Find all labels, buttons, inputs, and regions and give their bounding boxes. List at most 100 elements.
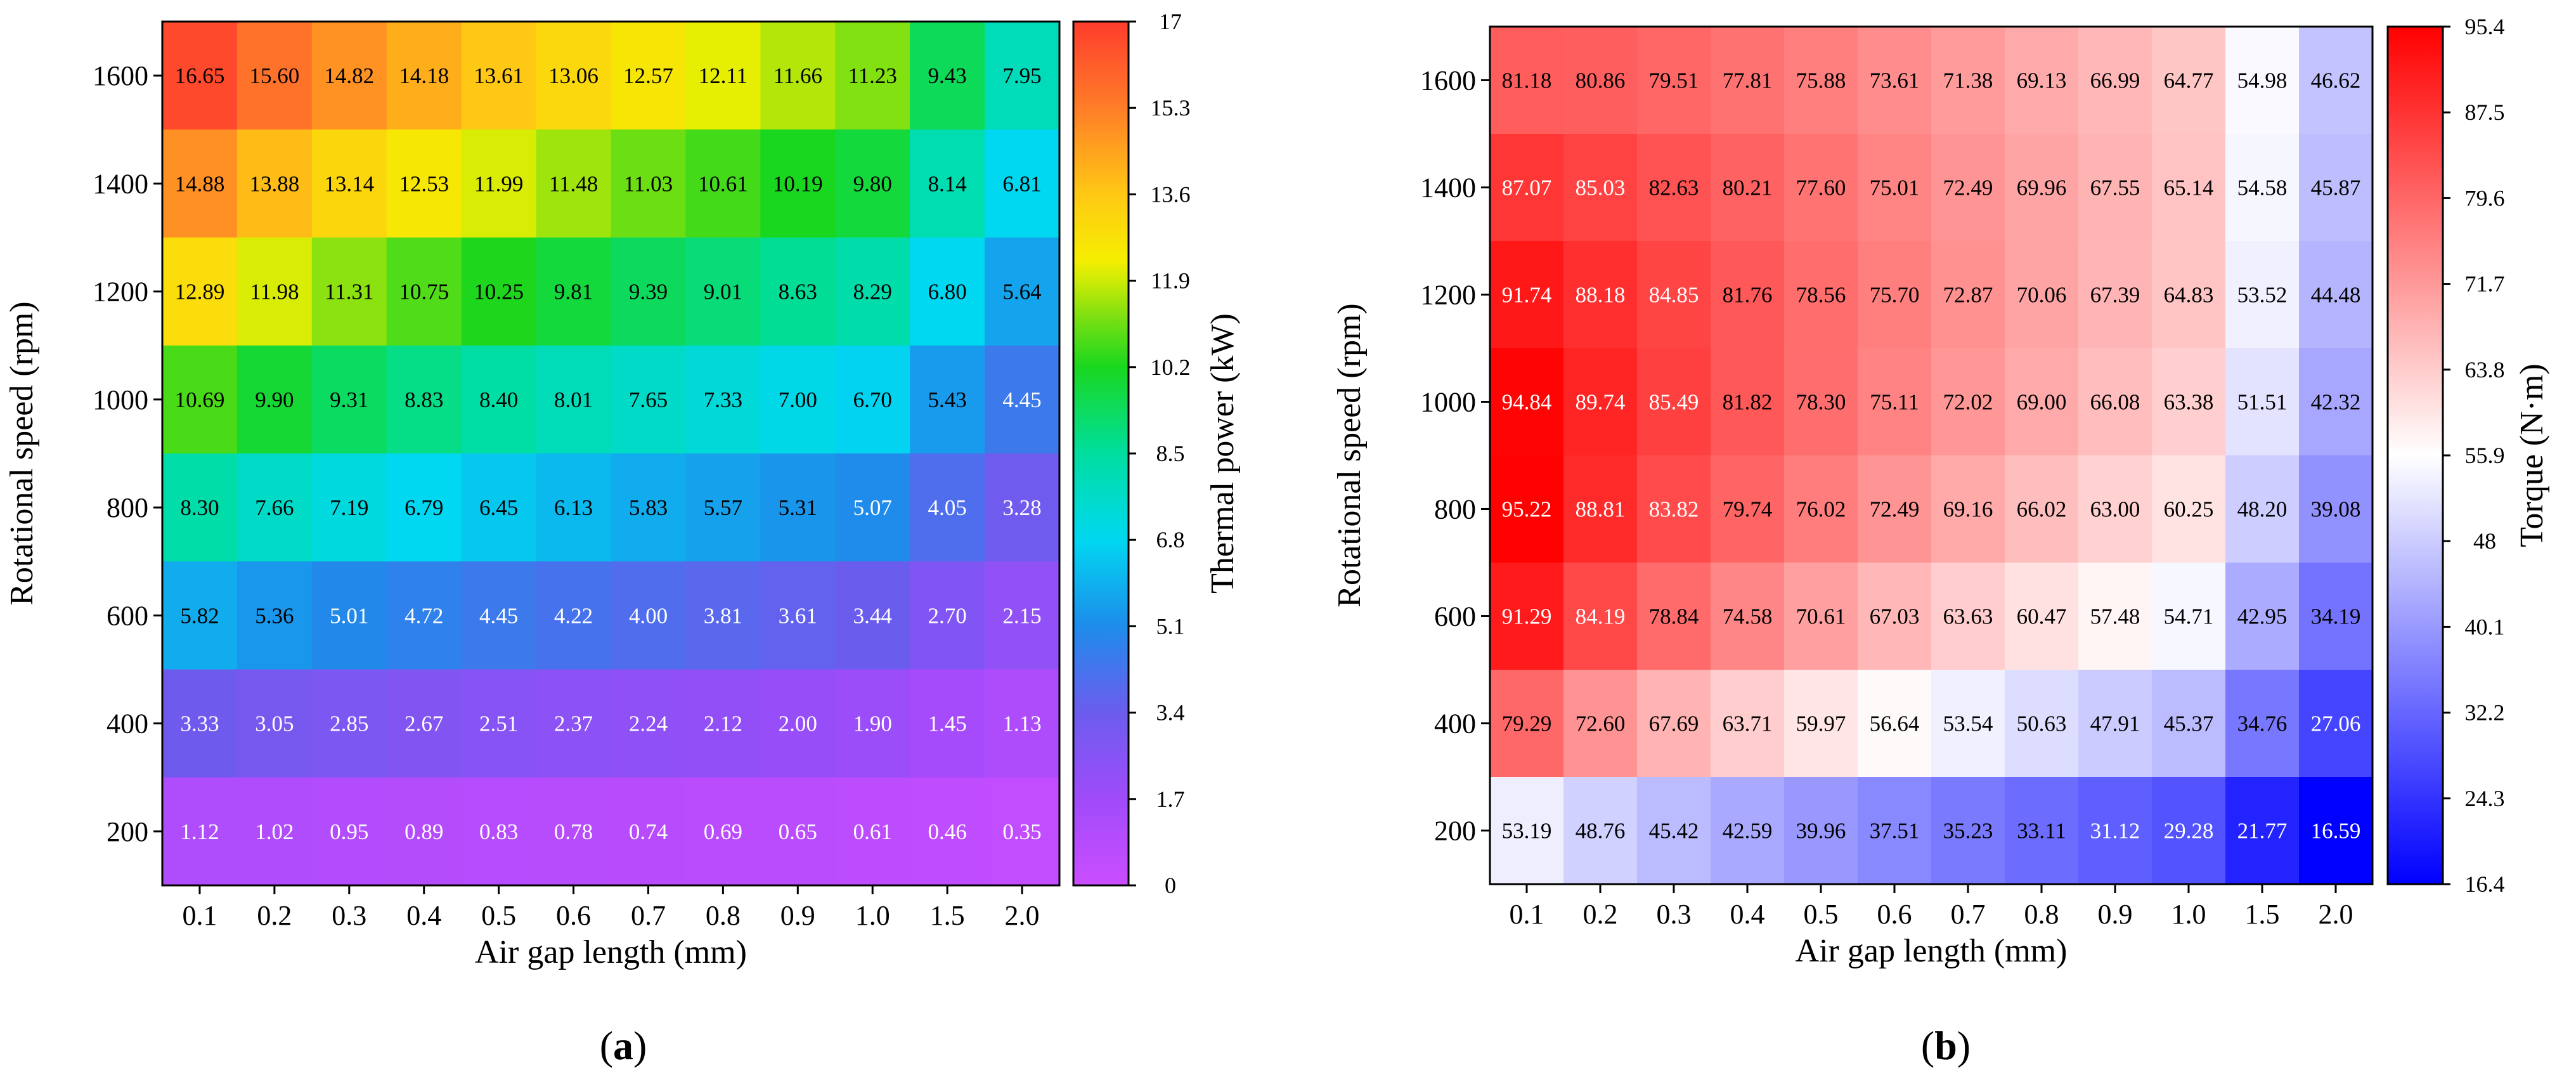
panel-b-cell-value-label: 57.48 — [2090, 604, 2140, 629]
panel-a-cell-value-label: 6.81 — [1002, 171, 1041, 196]
panel-b-heatmap-cell — [1490, 670, 1564, 778]
panel-b-cell-value-label: 75.01 — [1870, 176, 1920, 200]
panel-b-heatmap-cell — [1858, 455, 1932, 563]
panel-b-heatmap-cell — [1490, 27, 1564, 134]
panel-a-heatmap-cell — [461, 129, 537, 238]
panel-a-heatmap-cell — [985, 453, 1060, 562]
panel-b-cell-value-label: 53.54 — [1943, 712, 1993, 736]
panel-b-heatmap-cell — [1563, 455, 1638, 563]
panel-b-x-tick-label: 0.7 — [1951, 899, 1986, 930]
panel-a-cell-value-label: 2.85 — [330, 712, 368, 736]
panel-a-cell-value-label: 3.28 — [1002, 495, 1041, 520]
panel-a-cell-value-label: 3.81 — [704, 603, 742, 628]
panel-b-heatmap-cell — [2152, 27, 2226, 134]
panel-a-cell-value-label: 11.31 — [325, 280, 373, 304]
panel-b-y-tick-label: 600 — [1434, 601, 1476, 632]
panel-a-heatmap-cell — [236, 561, 313, 670]
panel-a-cell-value-label: 0.69 — [704, 819, 742, 844]
panel-b-cell-value-label: 39.08 — [2311, 497, 2361, 522]
panel-a-heatmap-cell — [611, 345, 687, 454]
panel-b-heatmap-cell — [1931, 348, 2005, 456]
panel-b-heatmap-cell — [1711, 563, 1785, 670]
panel-a-cell-value-label: 4.05 — [928, 495, 967, 520]
panel-a-heatmap-cell — [311, 561, 387, 670]
panel-a-cell-value-label: 7.65 — [629, 388, 668, 412]
panel-b-heatmap-cell — [2005, 670, 2079, 778]
panel-b-cell-value-label: 54.98 — [2237, 68, 2288, 93]
panel-b-heatmap-cell — [1711, 348, 1785, 456]
panel-a-cell-value-label: 1.02 — [255, 819, 294, 844]
panel-a-x-axis-title: Air gap length (mm) — [475, 934, 747, 970]
panel-a-colorbar — [1072, 20, 1130, 887]
panel-a-heatmap-cell — [985, 345, 1060, 454]
panel-a-heatmap-cell — [536, 669, 612, 778]
panel-b-cell-value-label: 45.42 — [1649, 819, 1699, 844]
panel-a-cell-value-label: 0.95 — [330, 819, 368, 844]
panel-b-heatmap-cell — [1784, 27, 1858, 134]
panel-b-heatmap-cell — [2299, 455, 2373, 563]
panel-a-cell-value-label: 0.78 — [554, 819, 593, 844]
panel-b-cell-value-label: 46.62 — [2311, 68, 2361, 93]
panel-b-cell-value-label: 67.55 — [2090, 176, 2140, 200]
panel-a-heatmap-cell — [236, 345, 313, 454]
panel-a-cell-value-label: 14.88 — [175, 171, 225, 196]
panel-a-cell-value-label: 5.31 — [779, 495, 817, 520]
panel-a-cell-value-label: 2.12 — [704, 712, 742, 736]
panel-b-cell-value-label: 42.32 — [2311, 390, 2361, 415]
panel-a-cell-value-label: 2.24 — [629, 712, 668, 736]
panel-b-cell-value-label: 69.00 — [2017, 390, 2067, 415]
panel-a-cell-value-label: 6.45 — [479, 495, 518, 520]
panel-b-cell-value-label: 29.28 — [2164, 819, 2214, 844]
panel-a-heatmap-cell — [236, 237, 313, 346]
panel-a-heatmap-cell — [910, 22, 985, 130]
panel-b-heatmap-cell — [1563, 134, 1638, 242]
panel-a-cell-value-label: 16.65 — [175, 63, 225, 88]
panel-a-cell-value-label: 5.36 — [255, 603, 294, 628]
panel-b-heatmap-cell — [2005, 777, 2079, 885]
panel-a-heatmap-cell — [760, 777, 836, 886]
panel-a-cell-value-label: 9.81 — [554, 280, 593, 304]
panel-a-heatmap-cell — [162, 129, 238, 238]
panel-b-x-tick-label: 0.3 — [1657, 899, 1692, 930]
panel-a-cell-value-label: 4.45 — [479, 603, 518, 628]
panel-b-heatmap-cell — [1490, 563, 1564, 670]
panel-a-cell-value-label: 12.57 — [623, 63, 673, 88]
panel-b-cell-value-label: 48.76 — [1576, 819, 1626, 844]
panel-a-x-tick-label: 0.4 — [406, 900, 441, 931]
panel-a-y-tick-label: 200 — [107, 816, 148, 847]
panel-a-heatmap-cell — [685, 345, 761, 454]
panel-a-heatmap-cell — [386, 777, 462, 886]
panel-a-cell-value-label: 11.03 — [624, 171, 673, 196]
panel-a-cell-value-label: 7.33 — [704, 388, 742, 412]
panel-b-colorbar-tick-label: 79.6 — [2465, 185, 2505, 211]
panel-a-heatmap-cell — [236, 22, 313, 130]
panel-b-cell-value-label: 77.81 — [1723, 68, 1773, 93]
panel-b-cell-value-label: 71.38 — [1943, 68, 1993, 93]
panel-b-x-tick-label: 0.4 — [1730, 899, 1765, 930]
panel-b-heatmap-cell — [2078, 27, 2152, 134]
panel-b-cell-value-label: 42.59 — [1723, 819, 1773, 844]
panel-a-heatmap-cell — [311, 345, 387, 454]
panel-b-heatmap-cell — [1637, 563, 1711, 670]
panel-a-heatmap-cell — [236, 129, 313, 238]
panel-a-heatmap-cell — [835, 22, 910, 130]
panel-a-cell-value-label: 1.13 — [1002, 712, 1041, 736]
panel-b-heatmap-cell — [2005, 455, 2079, 563]
panel-b-y-tick-label: 200 — [1434, 816, 1476, 847]
panel-a-heatmap-cell — [685, 777, 761, 886]
panel-b-cell-value-label: 59.97 — [1796, 712, 1846, 736]
panel-a-cell-value-label: 2.37 — [554, 712, 593, 736]
panel-a-cell-value-label: 2.15 — [1002, 603, 1041, 628]
panel-a-y-axis-title: Rotational speed (rpm) — [4, 301, 40, 605]
panel-a-heatmap-cell — [386, 237, 462, 346]
panel-b-heatmap-cell — [1563, 348, 1638, 456]
panel-b-cell-value-label: 60.25 — [2164, 497, 2214, 522]
panel-b-heatmap-cell — [1931, 241, 2005, 349]
panel-a-cell-value-label: 10.61 — [698, 171, 748, 196]
panel-a-cell-value-label: 4.00 — [629, 603, 668, 628]
panel-a-cell-value-label: 8.14 — [928, 171, 967, 196]
panel-a-heatmap-cell — [236, 777, 313, 886]
panel-b-heatmap-cell — [1637, 670, 1711, 778]
panel-a-cell-value-label: 2.70 — [928, 603, 967, 628]
